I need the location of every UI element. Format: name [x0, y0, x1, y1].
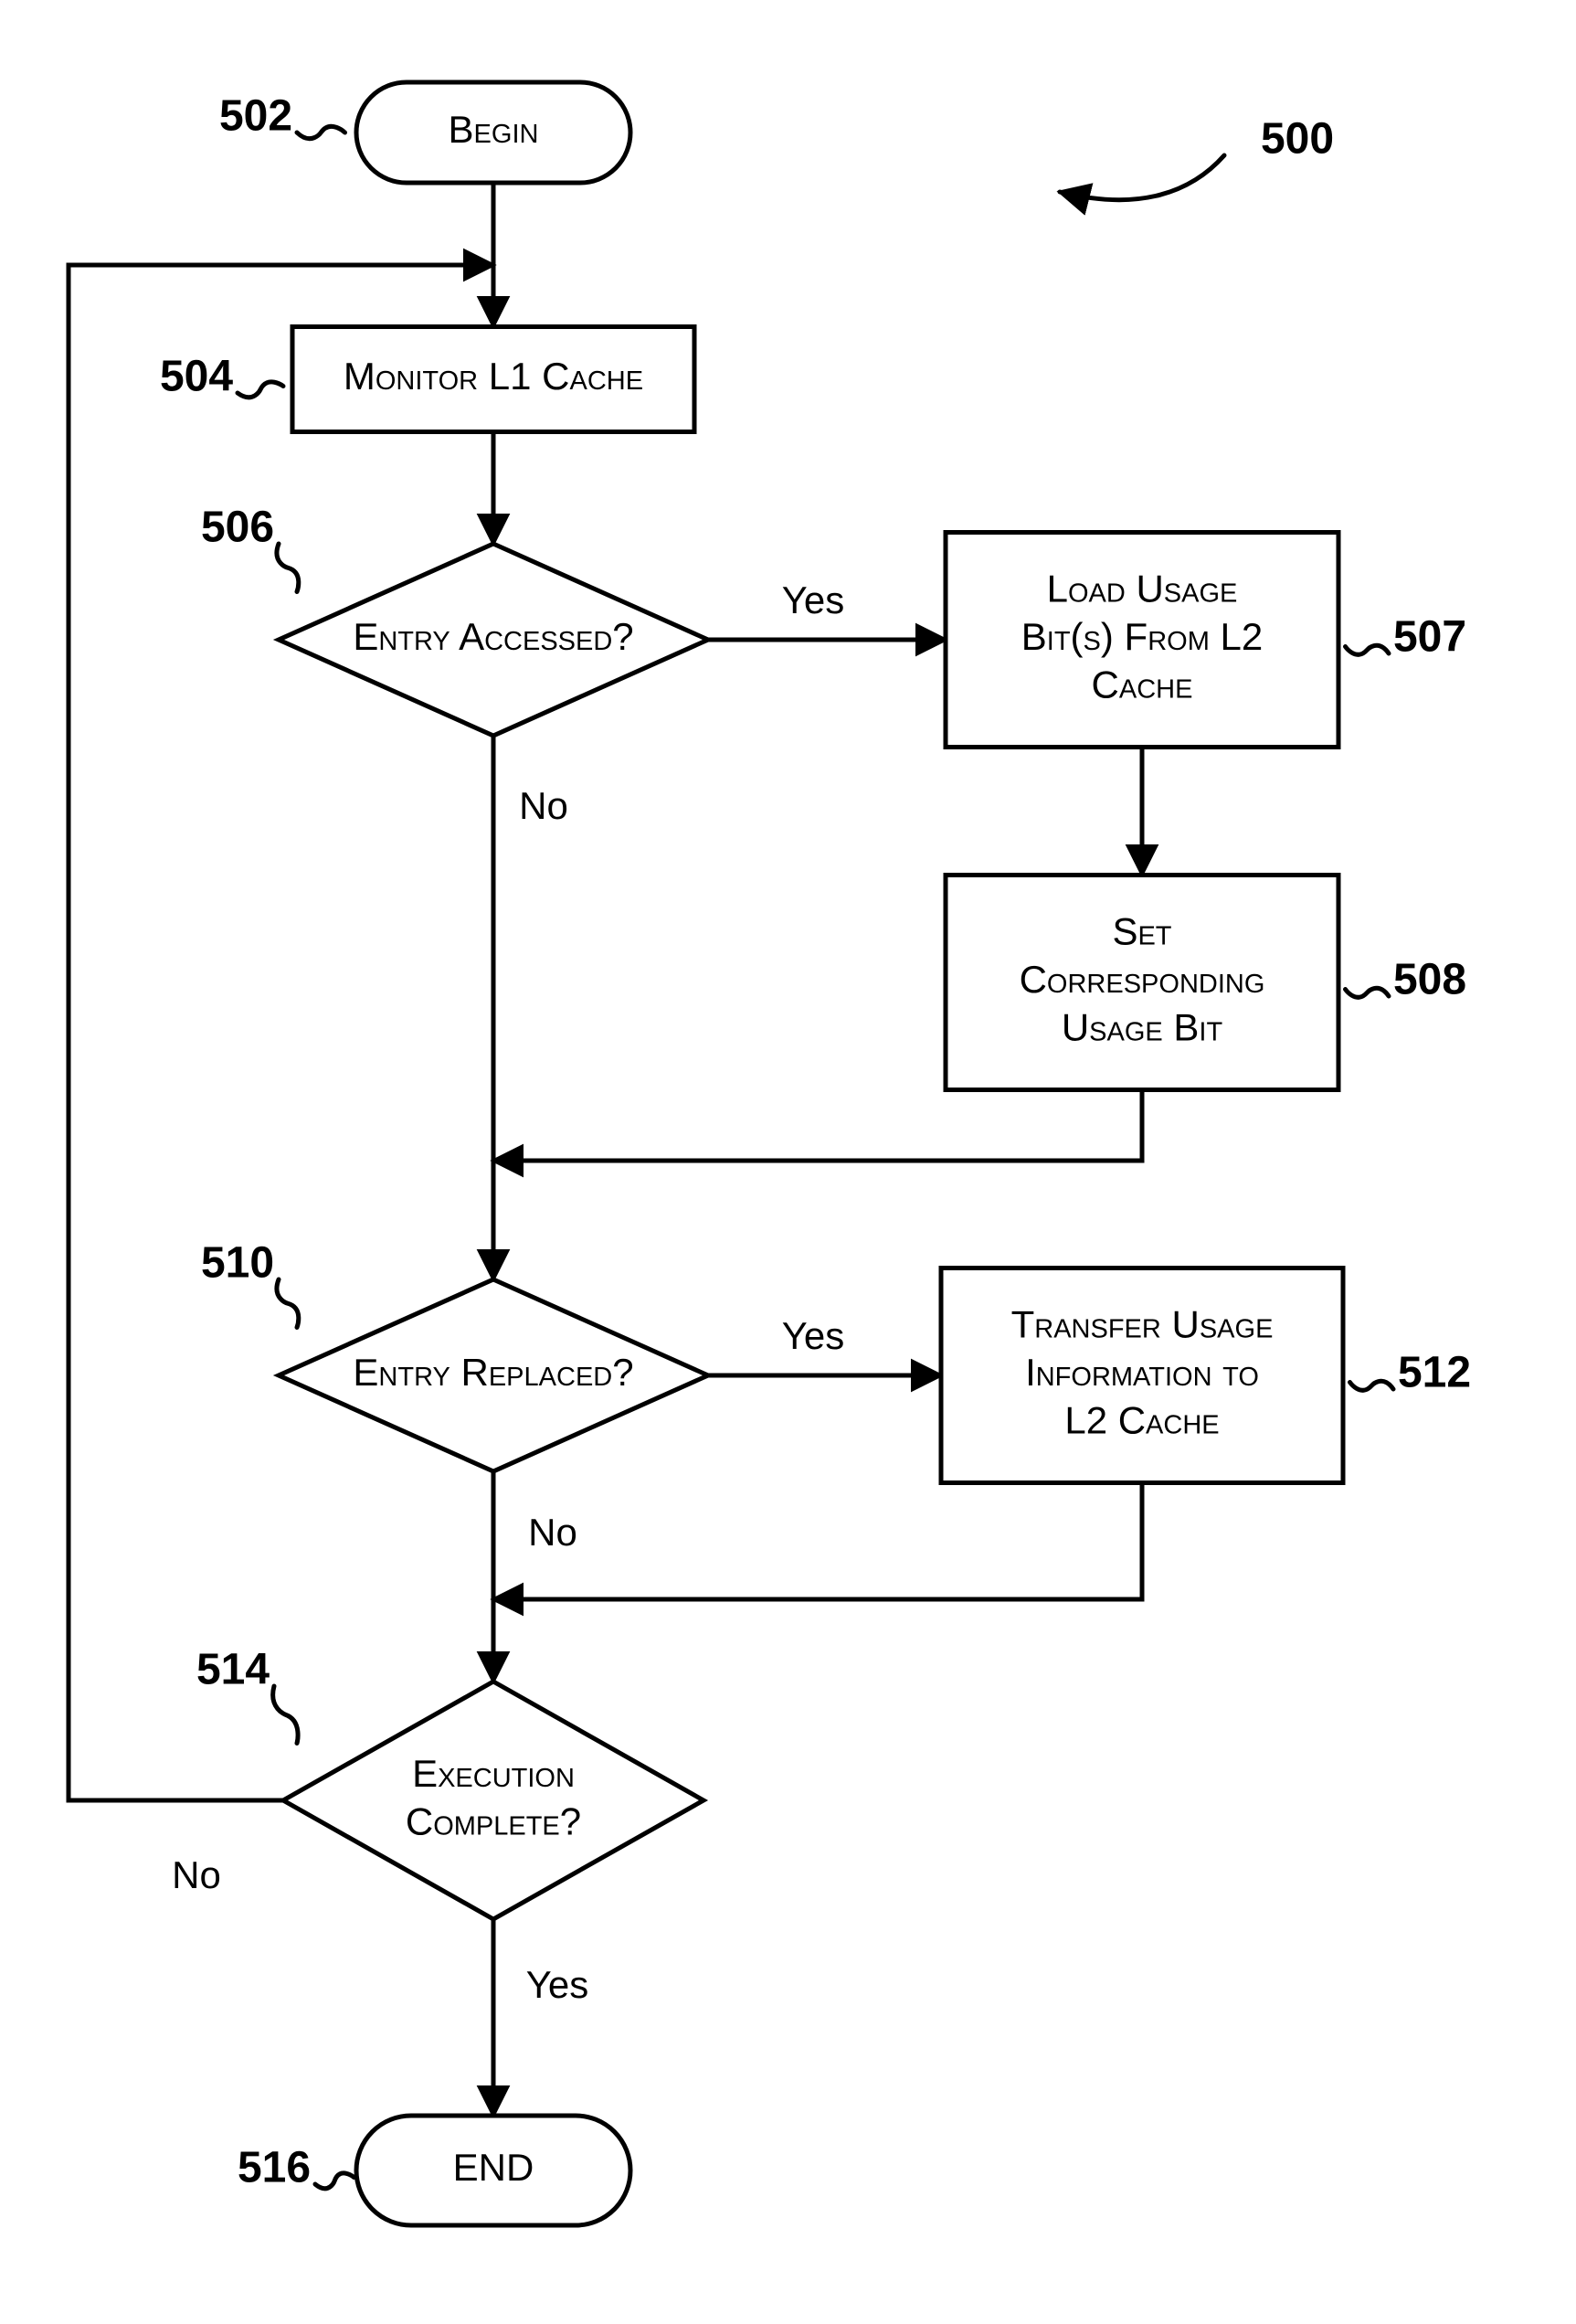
- edge-label-d2-xfer: Yes: [782, 1314, 845, 1357]
- ref-508-connector: [1346, 988, 1390, 997]
- node-monitor: Monitor L1 Cache: [292, 327, 694, 432]
- ref-512-connector: [1350, 1381, 1394, 1390]
- edge-d3-loop: [69, 265, 493, 1800]
- ref-500-connector: [1060, 155, 1224, 200]
- node-begin-label-0: Begin: [449, 108, 539, 151]
- ref-502-connector: [297, 126, 345, 138]
- ref-516-connector: [315, 2173, 354, 2189]
- node-load-label-1: Bit(s) From L2: [1021, 615, 1263, 658]
- node-end-label-0: END: [453, 2146, 534, 2189]
- node-d2-label-0: Entry Replaced?: [353, 1351, 633, 1394]
- node-set-label-2: Usage Bit: [1062, 1006, 1223, 1049]
- node-xfer-label-0: Transfer Usage: [1011, 1303, 1274, 1346]
- node-d3-label-0: Execution: [412, 1752, 575, 1795]
- node-d1: Entry Accessed?: [279, 544, 708, 736]
- edge-label-d3-end: Yes: [526, 1963, 589, 2006]
- node-load: Load Usage Bit(s) From L2 Cache: [946, 533, 1338, 748]
- ref-514: 514: [196, 1646, 270, 1694]
- ref-504-connector: [238, 382, 283, 398]
- ref-500: 500: [1261, 115, 1334, 164]
- ref-508: 508: [1393, 956, 1466, 1004]
- ref-514-connector: [273, 1686, 298, 1744]
- ref-506-connector: [277, 544, 299, 592]
- ref-506: 506: [201, 504, 274, 552]
- flowchart-canvas: No Yes Yes No Yes No Begin 502 Monitor L1 Cache 5…: [0, 0, 1576, 2324]
- node-set: Set Corresponding Usage Bit: [946, 875, 1338, 1090]
- edge-set-merge1: [493, 1090, 1142, 1161]
- node-d3: ExecutionComplete?: [283, 1682, 703, 1919]
- node-xfer-label-1: Information to: [1025, 1351, 1259, 1394]
- ref-502: 502: [219, 92, 292, 141]
- edge-label-d3-loop: No: [172, 1853, 221, 1896]
- node-set-label-0: Set: [1112, 910, 1171, 953]
- node-begin: Begin: [356, 82, 630, 183]
- edge-label-d1-d2: No: [519, 784, 568, 827]
- node-monitor-label-0: Monitor L1 Cache: [344, 355, 643, 398]
- node-end: END: [356, 2116, 630, 2225]
- ref-507: 507: [1393, 613, 1466, 662]
- node-load-label-0: Load Usage: [1047, 568, 1238, 610]
- node-set-label-1: Corresponding: [1020, 958, 1265, 1001]
- node-xfer-label-2: L2 Cache: [1064, 1399, 1219, 1442]
- ref-512: 512: [1398, 1349, 1471, 1397]
- node-load-label-2: Cache: [1092, 663, 1193, 706]
- node-xfer: Transfer Usage Information to L2 Cache: [941, 1268, 1343, 1483]
- ref-510: 510: [201, 1239, 274, 1288]
- ref-516: 516: [238, 2144, 311, 2192]
- ref-510-connector: [277, 1279, 299, 1328]
- ref-504: 504: [160, 353, 233, 401]
- edge-xfer-merge2: [493, 1483, 1142, 1599]
- node-d1-label-0: Entry Accessed?: [353, 615, 633, 658]
- ref-507-connector: [1346, 645, 1390, 654]
- node-d2: Entry Replaced?: [279, 1279, 708, 1471]
- edge-label-d2-d3: No: [528, 1511, 577, 1554]
- edge-label-d1-load: Yes: [782, 578, 845, 621]
- node-d3-label-1: Complete?: [406, 1799, 581, 1842]
